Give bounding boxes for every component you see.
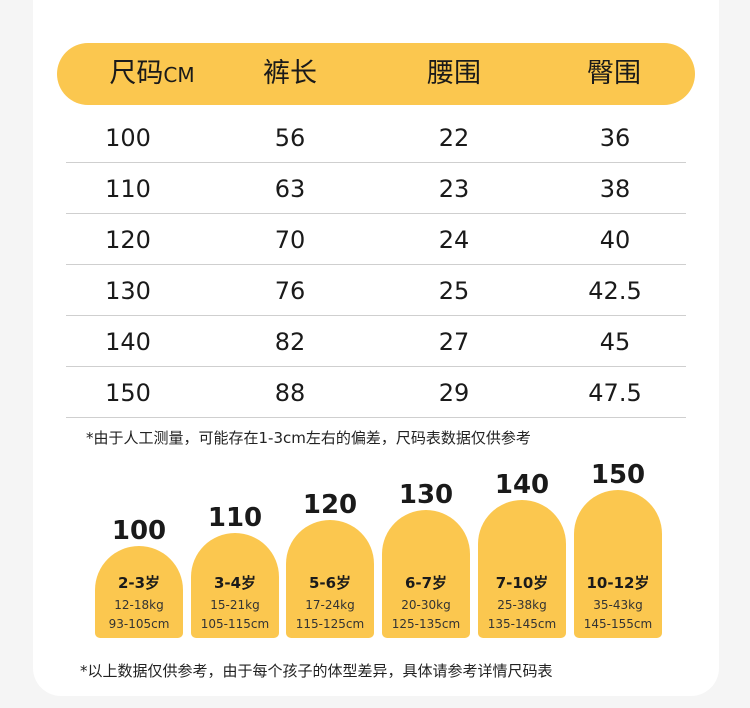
- cell-pants-length: 82: [274, 328, 306, 356]
- size-label: 140: [494, 470, 550, 500]
- size-card: 10-12岁 35-43kg 145-155cm: [574, 490, 662, 638]
- weight-range: 15-21kg: [210, 598, 260, 612]
- age-range: 6-7岁: [404, 574, 448, 592]
- cell-waist: 24: [438, 226, 470, 254]
- age-range: 2-3岁: [117, 574, 161, 592]
- cell-size: 110: [105, 175, 151, 203]
- height-range: 135-145cm: [487, 617, 557, 631]
- cell-hip: 42.5: [588, 277, 642, 305]
- cell-hip: 36: [599, 124, 631, 152]
- cell-hip: 45: [599, 328, 631, 356]
- size-label: 150: [590, 460, 646, 490]
- size-card: 7-10岁 25-38kg 135-145cm: [478, 500, 566, 638]
- table-row: 110 63 23 38: [66, 162, 686, 214]
- size-card: 3-4岁 15-21kg 105-115cm: [191, 533, 279, 638]
- cell-pants-length: 88: [274, 379, 306, 407]
- header-hip: 臀围: [587, 58, 641, 89]
- height-range: 105-115cm: [200, 617, 270, 631]
- cell-hip: 40: [599, 226, 631, 254]
- height-range: 145-155cm: [583, 617, 653, 631]
- age-range: 10-12岁: [586, 574, 650, 592]
- reference-note: *以上数据仅供参考，由于每个孩子的体型差异，具体请参考详情尺码表: [80, 662, 553, 680]
- weight-range: 17-24kg: [305, 598, 355, 612]
- size-card: 2-3岁 12-18kg 93-105cm: [95, 546, 183, 638]
- age-range: 3-4岁: [213, 574, 257, 592]
- size-card: 6-7岁 20-30kg 125-135cm: [382, 510, 470, 638]
- cell-size: 100: [105, 124, 151, 152]
- header-pants-length: 裤长: [263, 58, 317, 89]
- size-label: 130: [398, 480, 454, 510]
- cell-waist: 22: [438, 124, 470, 152]
- header-waist: 腰围: [427, 58, 481, 89]
- weight-range: 12-18kg: [114, 598, 164, 612]
- weight-range: 20-30kg: [401, 598, 451, 612]
- height-range: 125-135cm: [391, 617, 461, 631]
- cell-waist: 25: [438, 277, 470, 305]
- age-range: 5-6岁: [308, 574, 352, 592]
- cell-pants-length: 76: [274, 277, 306, 305]
- table-header: 尺码CM 裤长 腰围 臀围: [57, 43, 695, 105]
- cell-waist: 23: [438, 175, 470, 203]
- age-range: 7-10岁: [495, 574, 549, 592]
- table-row: 140 82 27 45: [66, 315, 686, 367]
- header-size: 尺码CM: [109, 58, 195, 89]
- size-label: 100: [111, 516, 167, 546]
- cell-size: 140: [105, 328, 151, 356]
- cell-pants-length: 56: [274, 124, 306, 152]
- size-label: 110: [207, 503, 263, 533]
- cell-pants-length: 63: [274, 175, 306, 203]
- cell-waist: 27: [438, 328, 470, 356]
- cell-hip: 38: [599, 175, 631, 203]
- table-row: 150 88 29 47.5: [66, 366, 686, 418]
- measurement-note: *由于人工测量，可能存在1-3cm左右的偏差，尺码表数据仅供参考: [86, 429, 531, 447]
- cell-size: 120: [105, 226, 151, 254]
- height-range: 115-125cm: [295, 617, 365, 631]
- cell-pants-length: 70: [274, 226, 306, 254]
- size-card: 5-6岁 17-24kg 115-125cm: [286, 520, 374, 638]
- weight-range: 35-43kg: [593, 598, 643, 612]
- table-row: 100 56 22 36: [66, 111, 686, 163]
- cell-size: 130: [105, 277, 151, 305]
- weight-range: 25-38kg: [497, 598, 547, 612]
- table-row: 120 70 24 40: [66, 213, 686, 265]
- cell-hip: 47.5: [588, 379, 642, 407]
- cell-waist: 29: [438, 379, 470, 407]
- height-range: 93-105cm: [108, 617, 170, 631]
- cell-size: 150: [105, 379, 151, 407]
- table-row: 130 76 25 42.5: [66, 264, 686, 316]
- size-label: 120: [302, 490, 358, 520]
